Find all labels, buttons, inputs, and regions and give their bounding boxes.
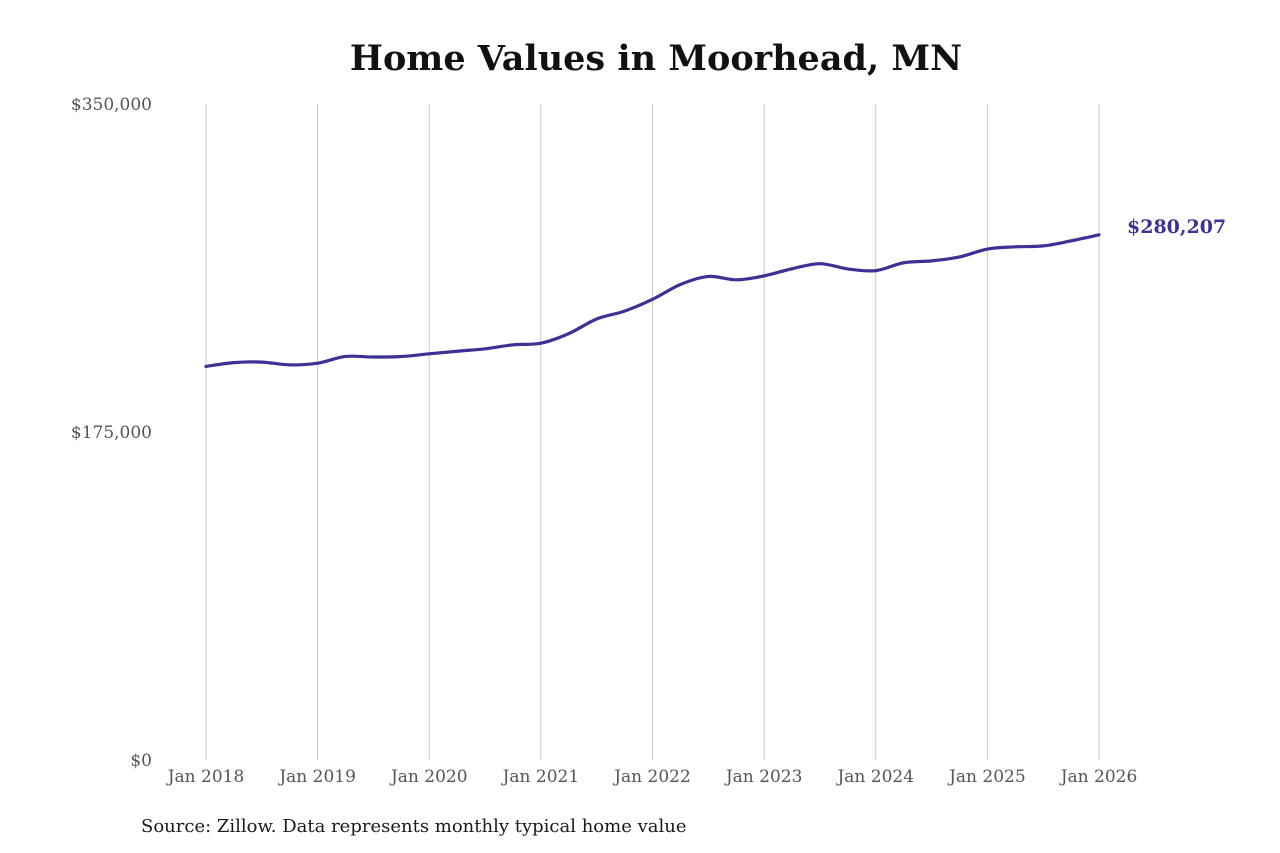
x-tick-label: Jan 2019 [277,767,356,787]
y-axis-ticks: $0 $175,000 $350,000 [71,95,152,771]
end-value-label-layer: $280,207 [1127,216,1226,238]
y-tick-label: $175,000 [71,423,152,443]
gridlines [205,104,1100,760]
end-value-label: $280,207 [1127,216,1226,238]
x-tick-label: Jan 2025 [947,767,1026,787]
home-value-line [204,233,1101,368]
source-note: Source: Zillow. Data represents monthly … [141,816,687,837]
x-tick-label: Jan 2018 [166,767,245,787]
x-tick-label: Jan 2020 [389,767,468,787]
x-tick-label: Jan 2026 [1059,767,1138,787]
x-tick-label: Jan 2021 [501,767,580,787]
x-tick-label: Jan 2023 [724,767,803,787]
y-tick-label: $350,000 [71,95,152,115]
chart-title: Home Values in Moorhead, MN [349,38,963,79]
y-tick-label: $0 [130,751,152,771]
x-tick-label: Jan 2024 [835,767,914,787]
x-tick-label: Jan 2022 [612,767,691,787]
x-axis-ticks: Jan 2018 Jan 2019 Jan 2020 Jan 2021 Jan 2022… [166,767,1138,787]
series-layer [204,233,1101,368]
